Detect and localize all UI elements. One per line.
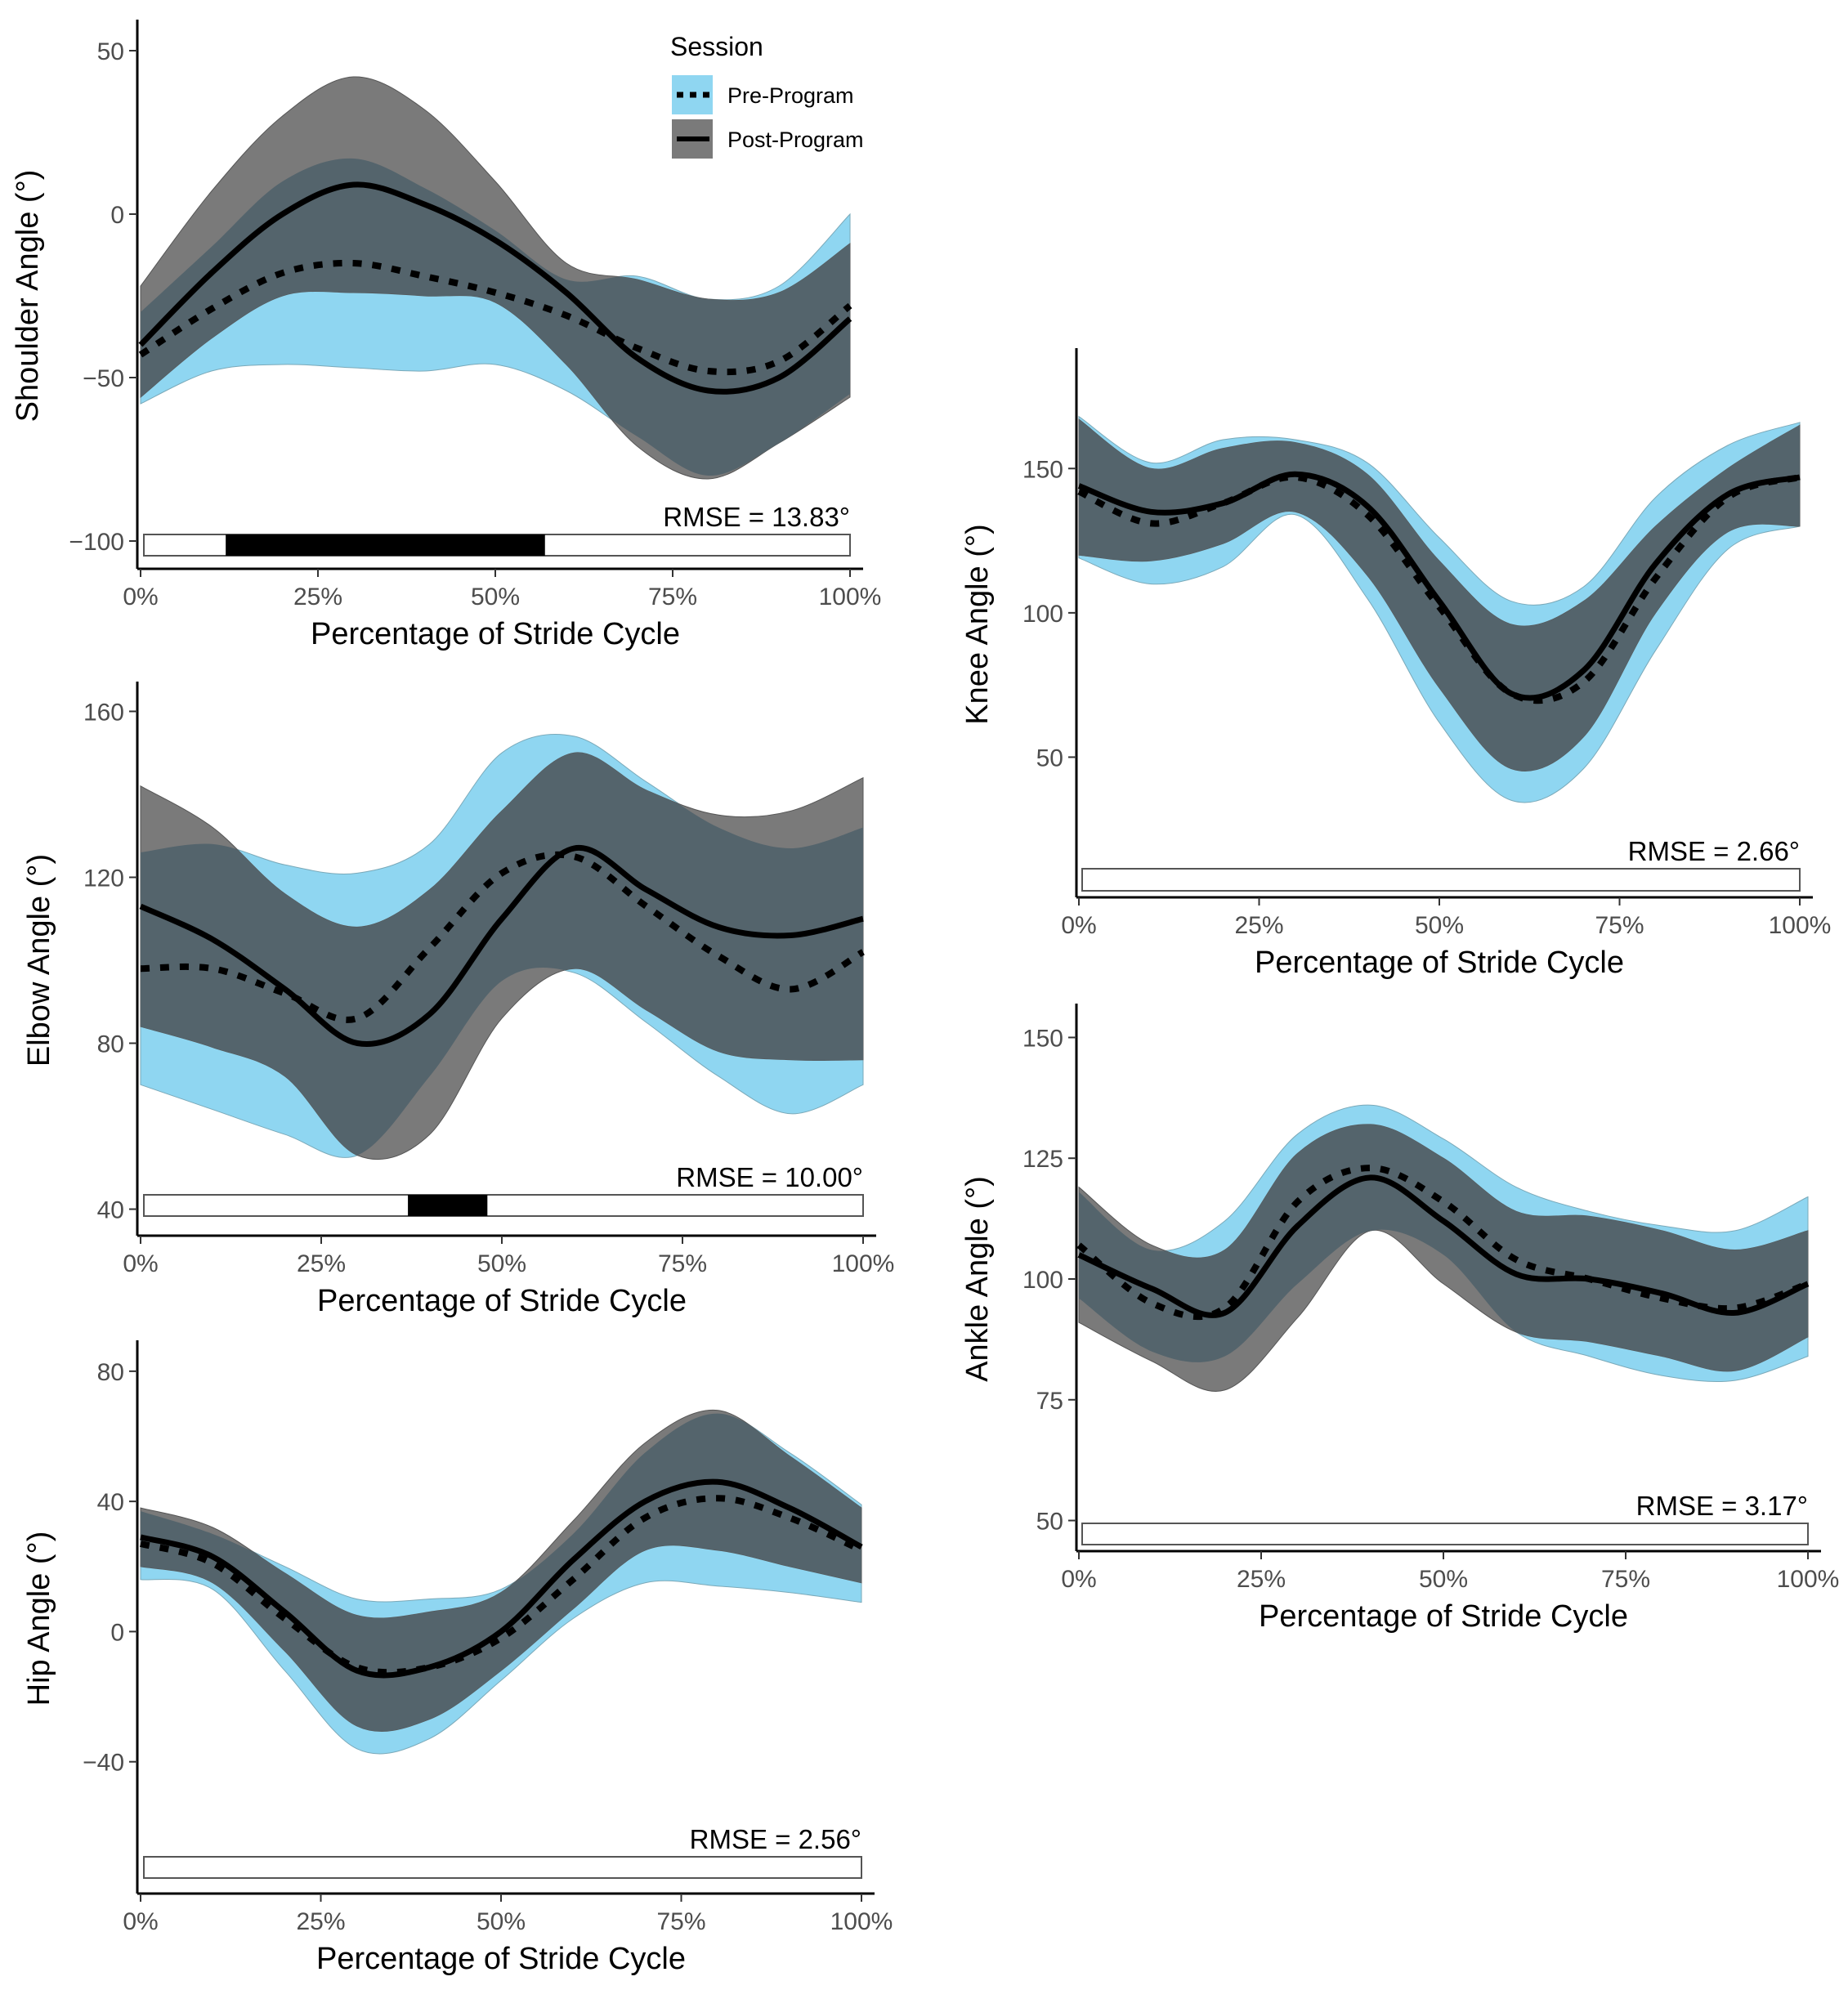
elbow-rmse-label: RMSE = 10.00° [676, 1162, 863, 1192]
knee-x-tick-label: 0% [1061, 912, 1096, 939]
shoulder-y-tick-label: 50 [97, 38, 124, 65]
ankle-y-tick-label: 75 [1036, 1388, 1063, 1415]
shoulder-x-tick-label: 50% [471, 584, 520, 610]
knee-panel: RMSE = 2.66° 50 100 150 0% 25% 50% 75% 100% Perce… [960, 348, 1831, 980]
shoulder-x-tick-label: 75% [648, 584, 697, 610]
hip-y-tick-label: −40 [83, 1750, 124, 1777]
elbow-y-tick-label: 40 [97, 1197, 124, 1224]
elbow-y-tick-label: 120 [83, 865, 124, 892]
ankle-y-axis-title: Ankle Angle (°) [960, 1176, 995, 1382]
hip-panel: RMSE = 2.56° −40 0 40 80 0% 25% 50% 75% 100% Perce… [22, 1340, 893, 1976]
elbow-y-tick-label: 160 [83, 699, 124, 726]
hip-x-tick-label: 75% [656, 1908, 705, 1935]
knee-post-mean-line [1077, 471, 1801, 701]
shoulder-y-tick-label: 0 [110, 202, 124, 229]
legend: Session Pre-Program Post-Program [670, 32, 864, 159]
knee-y-axis-title: Knee Angle (°) [960, 524, 995, 724]
elbow-x-axis-title: Percentage of Stride Cycle [317, 1284, 687, 1318]
shoulder-y-tick-label: −50 [83, 365, 124, 392]
ankle-x-tick-label: 100% [1777, 1566, 1840, 1593]
shoulder-pre-mean-line [138, 259, 852, 376]
hip-y-tick-label: 80 [97, 1359, 124, 1386]
legend-title: Session [670, 32, 763, 61]
legend-label-pre: Pre-Program [727, 83, 854, 108]
ankle-pre-mean-line [1076, 1165, 1810, 1321]
shoulder-significant-region [226, 534, 545, 556]
hip-y-tick-label: 0 [110, 1619, 124, 1646]
knee-x-tick-label: 25% [1234, 912, 1283, 939]
hip-rmse-label: RMSE = 2.56° [690, 1824, 861, 1854]
knee-x-axis-title: Percentage of Stride Cycle [1255, 946, 1624, 980]
ankle-y-tick-label: 125 [1022, 1146, 1063, 1173]
knee-significance-track [1081, 868, 1801, 892]
ankle-x-tick-label: 25% [1237, 1566, 1286, 1593]
hip-overlap-band [141, 1413, 861, 1732]
ankle-y-tick-label: 50 [1036, 1509, 1063, 1536]
shoulder-x-tick-label: 25% [293, 584, 342, 610]
panels: RMSE = 13.83° −100 −50 0 50 0% 25% 50% 75% 100% Pe… [11, 20, 1839, 1976]
shoulder-x-tick-label: 0% [123, 584, 158, 610]
hip-y-tick-label: 40 [97, 1489, 124, 1516]
legend-label-post: Post-Program [727, 127, 864, 152]
ankle-y-tick-label: 100 [1022, 1267, 1063, 1294]
elbow-significance-track [143, 1194, 864, 1217]
shoulder-y-axis-title: Shoulder Angle (°) [11, 170, 45, 423]
ankle-x-tick-label: 50% [1419, 1566, 1468, 1593]
knee-x-tick-label: 100% [1769, 912, 1832, 939]
knee-x-tick-label: 75% [1595, 912, 1644, 939]
elbow-y-axis-title: Elbow Angle (°) [22, 854, 56, 1067]
knee-y-tick-label: 150 [1022, 456, 1063, 483]
knee-x-tick-label: 50% [1415, 912, 1464, 939]
hip-x-axis-title: Percentage of Stride Cycle [316, 1942, 686, 1976]
elbow-x-tick-label: 25% [297, 1250, 346, 1277]
knee-y-tick-label: 50 [1036, 745, 1063, 771]
knee-rmse-label: RMSE = 2.66° [1628, 836, 1800, 866]
hip-x-tick-label: 100% [830, 1908, 893, 1935]
ankle-post-mean-line [1077, 1174, 1810, 1318]
ankle-x-tick-label: 75% [1601, 1566, 1650, 1593]
shoulder-x-tick-label: 100% [819, 584, 882, 610]
ankle-x-axis-title: Percentage of Stride Cycle [1259, 1599, 1628, 1634]
elbow-significant-region [408, 1195, 488, 1216]
hip-post-mean-line [140, 1478, 863, 1679]
elbow-y-tick-label: 80 [97, 1031, 124, 1058]
shoulder-panel: RMSE = 13.83° −100 −50 0 50 0% 25% 50% 75% 100% Pe… [11, 20, 881, 651]
ankle-panel: RMSE = 3.17° 50 75 100 125 150 0% 25% 50% 75% 100%… [960, 1004, 1839, 1634]
elbow-pre-mean-line [140, 851, 865, 1023]
shoulder-x-axis-title: Percentage of Stride Cycle [311, 617, 680, 651]
ankle-overlap-band [1079, 1124, 1808, 1382]
ankle-y-tick-label: 150 [1022, 1025, 1063, 1052]
elbow-x-tick-label: 50% [477, 1250, 526, 1277]
shoulder-post-mean-line [138, 181, 852, 395]
elbow-x-tick-label: 100% [832, 1250, 895, 1277]
ankle-rmse-label: RMSE = 3.17° [1636, 1491, 1808, 1521]
shoulder-y-tick-label: −100 [69, 529, 124, 556]
elbow-x-tick-label: 75% [658, 1250, 707, 1277]
hip-x-tick-label: 0% [123, 1908, 158, 1935]
knee-y-tick-label: 100 [1022, 601, 1063, 628]
hip-x-tick-label: 50% [477, 1908, 526, 1935]
elbow-post-mean-line [139, 844, 864, 1047]
hip-significance-track [143, 1856, 862, 1879]
elbow-x-tick-label: 0% [123, 1250, 158, 1277]
elbow-overlap-band [141, 752, 863, 1158]
shoulder-rmse-label: RMSE = 13.83° [663, 502, 850, 532]
hip-pre-mean-line [139, 1495, 863, 1676]
hip-y-axis-title: Hip Angle (°) [22, 1532, 56, 1706]
ankle-significance-track [1081, 1523, 1809, 1545]
hip-x-tick-label: 25% [296, 1908, 345, 1935]
ankle-x-tick-label: 0% [1061, 1566, 1096, 1593]
elbow-panel: RMSE = 10.00° 40 80 120 160 0% 25% 50% 75% 100% Pe… [22, 682, 894, 1318]
